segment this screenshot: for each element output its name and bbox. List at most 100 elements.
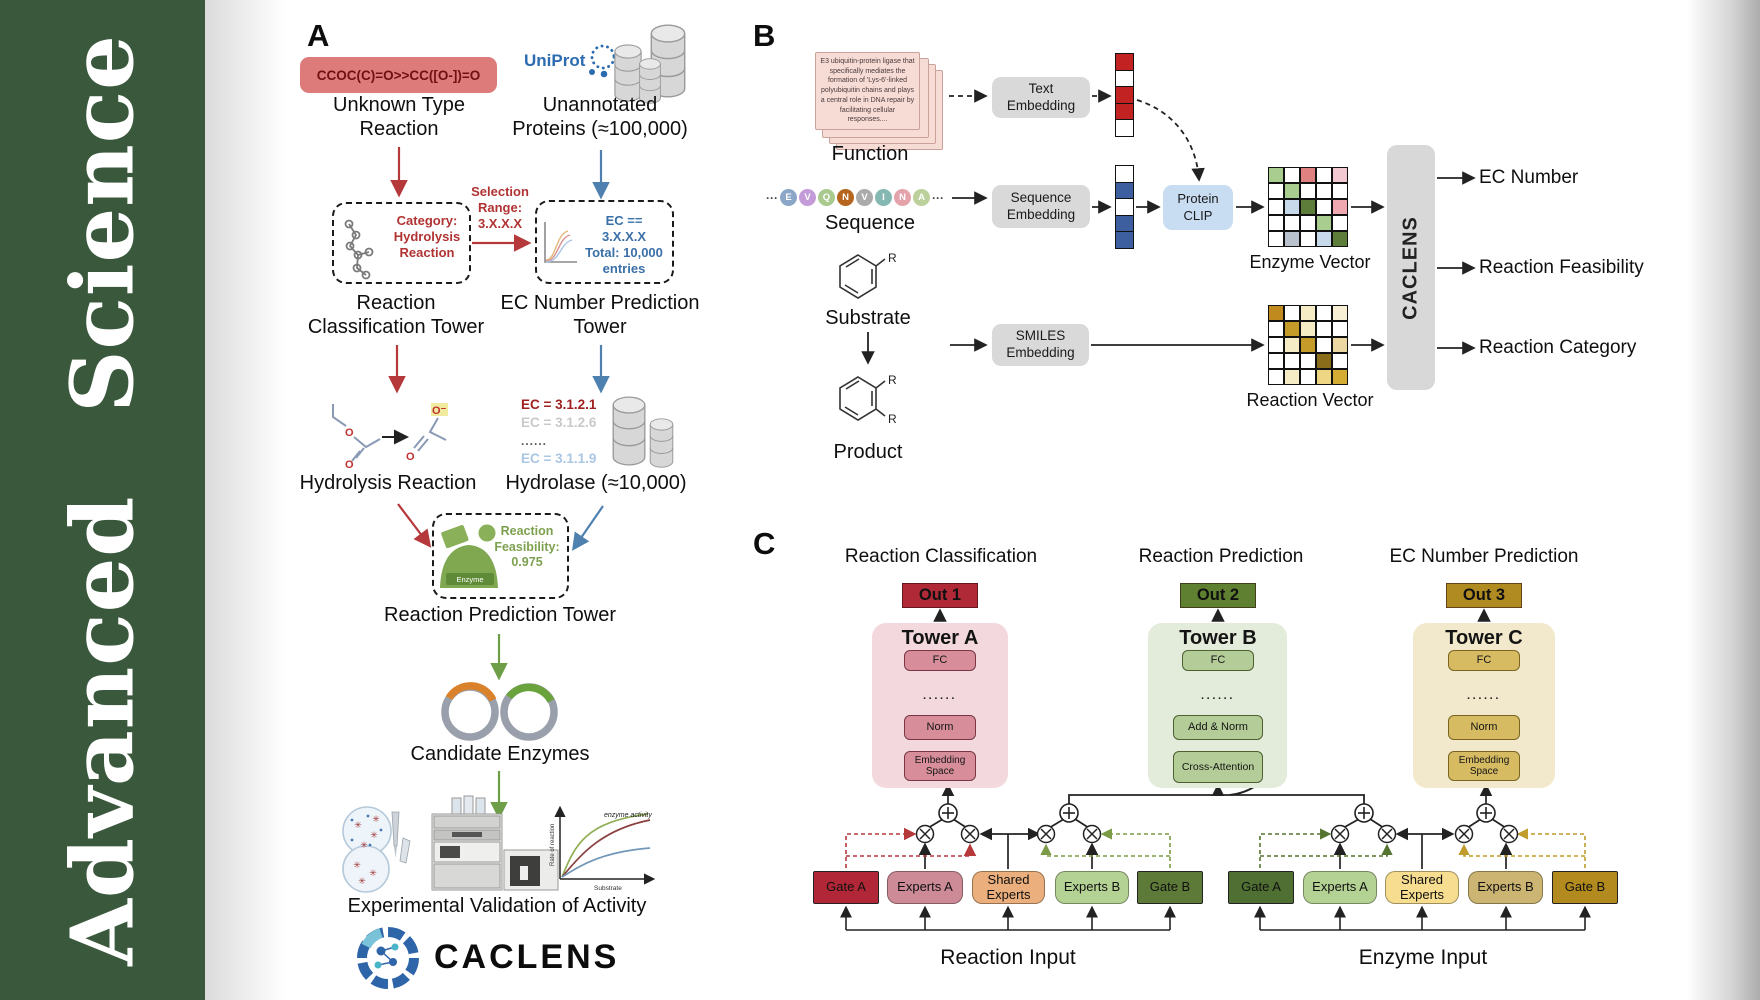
molecule-scribble-icon (344, 219, 374, 280)
svg-text:O: O (406, 451, 415, 463)
tower-ec-label: EC Number Prediction Tower (500, 292, 700, 338)
tower-a-title: Tower A (901, 627, 979, 649)
residue-token: N (894, 189, 911, 206)
svg-text:O: O (345, 427, 354, 439)
panel-a-flow-arrows (388, 147, 610, 820)
gate-routing-dashed-lines (845, 827, 1586, 868)
reaction-classification-box (332, 202, 471, 284)
smiles-embedding-box: SMILES Embedding (992, 324, 1089, 366)
product-r1-label: R (888, 373, 897, 387)
substrate-r-label: R (888, 251, 897, 265)
out1-box: Out 1 (902, 583, 978, 608)
residue-token: V (799, 189, 816, 206)
reaction-shared-experts: Shared Experts (972, 871, 1045, 904)
moe-connector-lines (918, 783, 1513, 869)
residue-token: N (837, 189, 854, 206)
text-embedding-box: Text Embedding (992, 77, 1090, 118)
svg-text:✳: ✳ (353, 860, 361, 870)
unannotated-proteins-label: Unannotated Proteins (≈100,000) (512, 94, 688, 140)
page-left-shadow (205, 0, 285, 1000)
svg-text:O⁻: O⁻ (432, 405, 447, 417)
uniprot-logo: UniProt (524, 51, 586, 70)
category-text: Category: Hydrolysis Reaction (393, 213, 461, 260)
plot-ylabel: Rate of reaction (550, 824, 556, 866)
panel-a-label: A (307, 18, 330, 53)
hydrolysis-reaction-structures: O O O⁻ O (332, 403, 448, 471)
text-embedding-vector (1115, 53, 1134, 138)
out2-box: Out 2 (1180, 583, 1256, 608)
panel-c-out-arrows (933, 608, 1491, 622)
input-feed-lines (840, 905, 1591, 931)
residue-token: Q (818, 189, 835, 206)
panel-b-arrows (861, 89, 1476, 365)
svg-text:✳: ✳ (360, 840, 368, 850)
tower-a-fc: FC (904, 650, 976, 671)
tower-c-embedding: Embedding Space (1448, 751, 1520, 781)
enzyme-gate-a: Gate A (1228, 871, 1294, 904)
tower-a-norm: Norm (904, 715, 976, 740)
enzyme-experts-b: Experts B (1468, 871, 1543, 904)
svg-text:✳: ✳ (369, 868, 377, 878)
reaction-experts-a: Experts A (887, 871, 963, 904)
feasibility-text: Reaction Feasibility: 0.975 (494, 524, 560, 570)
task-title-classification: Reaction Classification (844, 546, 1038, 567)
protein-clip-box: Protein CLIP (1163, 185, 1233, 230)
caclens-logo-icon (357, 927, 419, 989)
tower-a-dots: ······ (923, 693, 957, 705)
petri-dish-icon: ✳✳✳✳ ✳✳✳ (342, 806, 411, 893)
svg-text:Enzyme: Enzyme (456, 575, 483, 584)
enzyme-experts-a: Experts A (1303, 871, 1377, 904)
reaction-vector-label: Reaction Vector (1246, 390, 1374, 410)
multiply-nodes (915, 824, 1519, 844)
svg-text:O: O (345, 459, 354, 471)
sum-nodes (938, 803, 1496, 823)
reaction-gate-b: Gate B (1137, 871, 1203, 904)
sequence-embedding-vector (1115, 165, 1134, 250)
enzyme-vector-label: Enzyme Vector (1249, 252, 1371, 272)
reaction-input-label: Reaction Input (940, 946, 1076, 969)
enzyme-icon: Enzyme (440, 524, 498, 588)
substrate-structure (839, 254, 886, 299)
output-reaction-category: Reaction Category (1479, 337, 1637, 358)
tower-c-dots: ······ (1467, 693, 1501, 705)
tower-a-embedding: Embedding Space (904, 751, 976, 781)
residue-token: A (913, 189, 930, 206)
hydrolase-label: Hydrolase (≈10,000) (505, 472, 687, 494)
tower-c-title: Tower C (1445, 627, 1523, 649)
svg-text:✳: ✳ (372, 814, 380, 824)
hydrolase-database-icon (612, 396, 674, 468)
tower-c-fc: FC (1448, 650, 1520, 671)
panel-c-label: C (753, 526, 776, 561)
sequence-embedding-box: Sequence Embedding (992, 185, 1090, 228)
svg-text:✳: ✳ (354, 820, 362, 830)
caclens-model-bar: CACLENS (1387, 145, 1435, 390)
tower-prediction-label: Reaction Prediction Tower (384, 604, 616, 626)
svg-text:✳: ✳ (358, 876, 366, 886)
journal-sidebar: Advanced Science (0, 0, 205, 1000)
reaction-feasibility-box (432, 513, 569, 599)
enzyme-activity-plot: enzyme activity Rate of reaction Substra… (550, 805, 656, 892)
tower-b-fc: FC (1182, 650, 1254, 671)
product-label: Product (833, 441, 903, 463)
sequence-label: Sequence (824, 212, 916, 234)
output-reaction-feasibility: Reaction Feasibility (1479, 257, 1644, 278)
plot-xlabel: Substrate (594, 885, 622, 892)
product-structure (839, 376, 886, 421)
tower-b-cross-attention: Cross-Attention (1173, 751, 1263, 783)
residue-token: E (780, 189, 797, 206)
ec-prediction-box (535, 200, 674, 284)
reaction-gate-a: Gate A (813, 871, 879, 904)
plasmid-icons (441, 682, 558, 741)
product-r2-label: R (888, 412, 897, 426)
enzyme-shared-experts: Shared Experts (1385, 871, 1459, 904)
task-title-prediction: Reaction Prediction (1138, 546, 1304, 567)
tower-b-dots: ······ (1201, 693, 1235, 705)
enzyme-input-label: Enzyme Input (1358, 946, 1488, 969)
selection-range-text: Selection Range: 3.X.X.X (471, 184, 529, 231)
hplc-instrument-icon (431, 795, 559, 891)
ec-box-text: EC == 3.X.X.X Total: 10,000 entries (585, 213, 663, 276)
validation-label: Experimental Validation of Activity (347, 895, 647, 917)
smiles-reaction: CCOC(C)=O>>CC([O-])=O (300, 57, 497, 93)
out3-box: Out 3 (1446, 583, 1522, 608)
